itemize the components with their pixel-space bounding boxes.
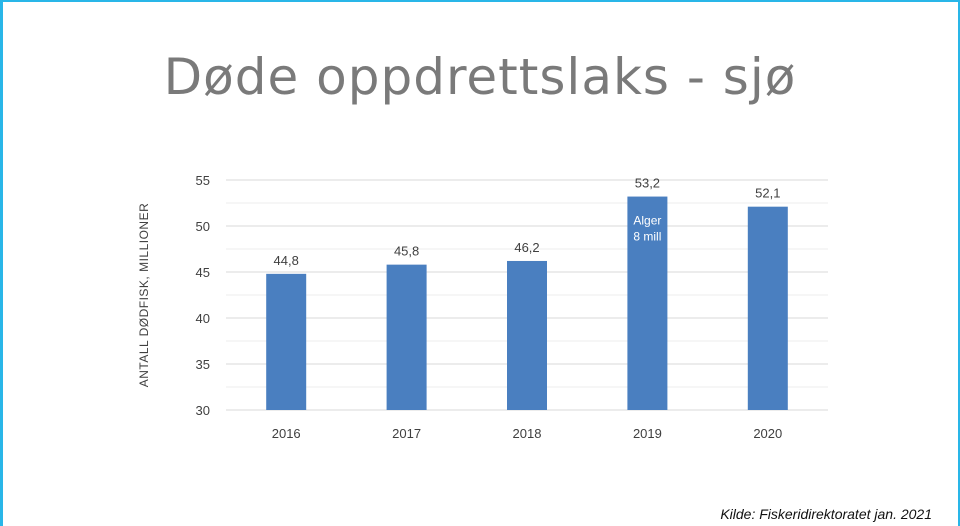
x-tick-label-2020: 2020 [753,426,782,441]
bar-annotation-2019: Alger [633,214,661,228]
x-tick-label-2018: 2018 [513,426,542,441]
slide-title: Døde oppdrettslaks - sjø [163,48,797,106]
y-tick-label: 55 [196,173,210,188]
bar-2016 [266,273,307,410]
slide-frame-left [0,0,3,526]
y-axis-label: ANTALL DØDFISK, MILLIONER [137,203,151,388]
source-note: Kilde: Fiskeridirektoratet jan. 2021 [720,506,932,522]
bar-2020 [747,206,788,410]
bar-2017 [386,264,427,410]
y-tick-label: 45 [196,265,210,280]
slide-frame-right [958,0,960,526]
slide-frame-top [0,0,960,2]
bar-2018 [507,260,547,410]
y-tick-label: 50 [196,219,210,234]
y-tick-label: 40 [196,311,210,326]
x-tick-label-2016: 2016 [272,426,301,441]
data-label-2017: 45,8 [394,244,419,259]
x-tick-label-2017: 2017 [392,426,421,441]
x-tick-label-2019: 2019 [633,426,662,441]
bar-2019 [627,196,668,410]
bar-annotation-2019: 8 mill [633,230,661,244]
data-label-2018: 46,2 [514,240,539,255]
data-label-2020: 52,1 [755,186,780,201]
data-label-2019: 53,2 [635,176,660,191]
data-label-2016: 44,8 [274,253,299,268]
y-tick-label: 35 [196,357,210,372]
y-tick-label: 30 [196,403,210,418]
